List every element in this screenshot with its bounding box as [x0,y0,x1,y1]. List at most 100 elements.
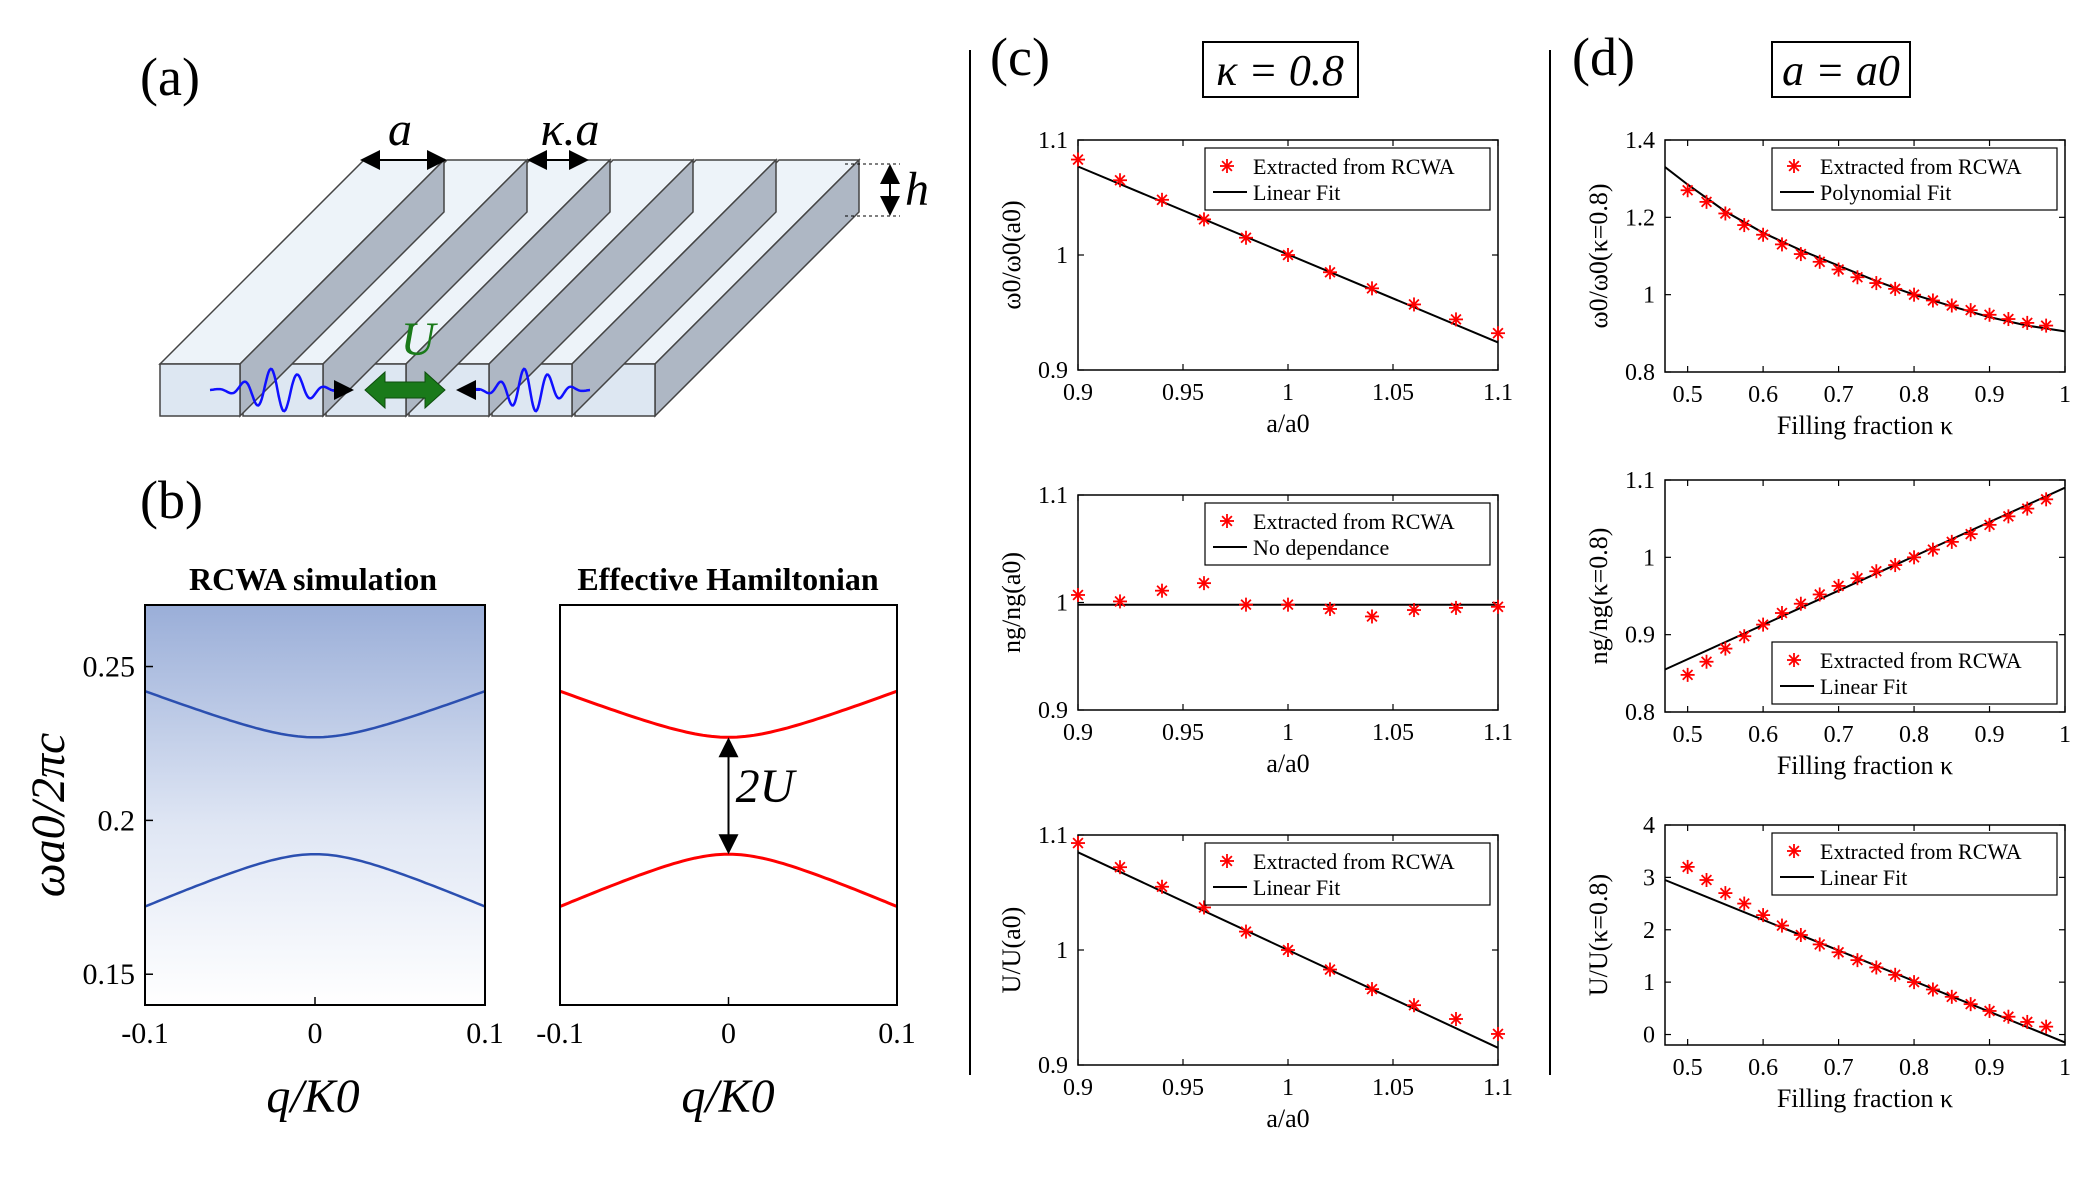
data-marker [2001,509,2016,524]
data-marker [1323,962,1337,977]
marker-stroke [1366,983,1378,995]
data-marker [1220,159,1234,173]
data-marker [1888,558,1903,573]
width-symbol: κ.a [540,103,599,156]
panel-c-label: (c) [990,27,1050,87]
x-tick-label: 0.95 [1162,380,1204,406]
data-marker [1680,183,1695,198]
data-marker [2039,1019,2054,1034]
b-left-xlabel: q/K0 [266,1070,359,1123]
data-marker [1323,265,1337,280]
marker-stroke [1738,898,1750,910]
y-tick-label: 0.8 [1625,360,1655,386]
marker-stroke [1366,282,1378,294]
legend-box [1771,641,2058,705]
plot-c2: 0.9 0.95 1 1.05 1.1 0.9 1 1.1 Extracted from RCW… [997,483,1513,778]
legend-fit-label: Linear Fit [1253,875,1340,900]
x-tick-label: 0.6 [1748,382,1778,408]
data-marker [1680,859,1695,874]
data-marker [1449,1012,1463,1026]
data-marker [1491,599,1505,614]
marker-stroke [1408,298,1420,310]
data-marker [1831,262,1846,277]
marker-stroke [2002,1011,2014,1023]
x-tick-label: 0.8 [1899,1055,1929,1081]
y-tick-label: 1 [1643,283,1655,309]
data-marker [2020,315,2035,330]
data-marker [2001,312,2016,327]
data-marker [1869,564,1884,579]
x-tick-label: 0.7 [1824,1055,1854,1081]
y-tick-label: 0.8 [1625,700,1655,726]
x-tick-label: 0.1 [466,1017,504,1050]
marker-stroke [1870,565,1882,577]
data-marker [2001,1009,2016,1024]
band-line [559,852,898,908]
data-marker [1774,606,1789,621]
y-tick-label: 2 [1643,918,1655,944]
d-header: a = a0 [1782,46,1900,95]
data-marker [1449,600,1463,615]
legend-markers-label: Extracted from RCWA [1820,839,2022,864]
y-tick-label: 0.9 [1038,1053,1068,1079]
c-header: κ = 0.8 [1216,46,1344,95]
marker-stroke [1908,289,1920,301]
marker-stroke [1889,283,1901,295]
marker-stroke [1450,313,1462,325]
data-marker [1787,653,1801,667]
data-marker [1982,517,1997,532]
data-marker [1888,967,1903,982]
scatter-plots: 0.9 0.95 1 1.05 1.1 0.9 1 1.1 Extracted from RCW… [997,128,2071,1133]
x-tick-label: 0 [308,1017,323,1050]
marker-stroke [2021,503,2033,515]
data-marker [1718,206,1733,221]
x-tick-label: 1 [2059,382,2071,408]
marker-stroke [1814,938,1826,950]
legend-fit-label: Linear Fit [1253,180,1340,205]
grating-diagram [158,150,900,418]
data-marker [1907,975,1922,990]
data-marker [1774,918,1789,933]
marker-stroke [1965,528,1977,540]
data-marker [1963,303,1978,318]
data-marker [1281,248,1295,262]
data-marker [1925,542,1940,557]
x-tick-label: 0.9 [1975,722,2005,748]
marker-stroke [1757,619,1769,631]
marker-stroke [1221,855,1233,867]
x-tick-label: 0.5 [1673,722,1703,748]
x-tick-label: 1.05 [1372,380,1414,406]
y-tick-label: 1 [1056,938,1068,964]
legend-box [1771,147,2058,211]
marker-stroke [1851,271,1863,283]
legend-box [1204,147,1491,211]
marker-stroke [1221,515,1233,527]
x-tick-label: 0.9 [1063,1075,1093,1101]
y-tick-label: 1 [1056,243,1068,269]
y-tick-label: 3 [1643,865,1655,891]
rcwa-title: RCWA simulation [189,561,437,597]
data-marker [1888,281,1903,296]
data-marker [2020,1014,2035,1029]
marker-stroke [1889,969,1901,981]
marker-stroke [1682,861,1694,873]
marker-stroke [1965,998,1977,1010]
marker-stroke [1908,976,1920,988]
marker-stroke [2002,313,2014,325]
data-marker [1220,514,1234,528]
marker-stroke [1700,656,1713,668]
data-marker [1944,989,1959,1004]
y-tick-label: 0.25 [83,651,136,684]
y-tick-label: 0.9 [1625,623,1655,649]
marker-stroke [1682,669,1694,681]
marker-stroke [1946,299,1958,312]
data-marker [1850,571,1865,586]
y-tick-label: 1.1 [1038,823,1068,849]
data-marker [1071,836,1085,851]
marker-stroke [2040,493,2052,505]
y-tick-label: 1.1 [1038,483,1068,509]
coupling-arrow [364,370,446,410]
marker-stroke [1114,595,1126,607]
